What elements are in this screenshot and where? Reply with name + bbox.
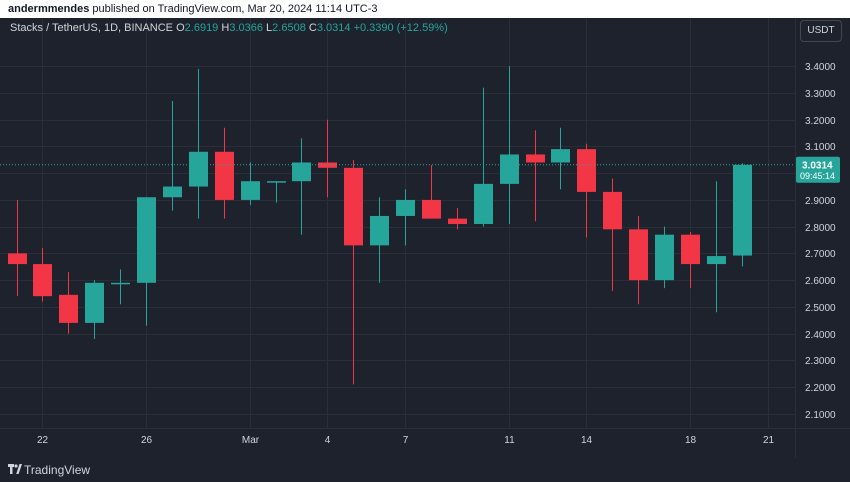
candle[interactable] (655, 226, 674, 289)
candle[interactable] (267, 181, 286, 203)
candle-body (655, 234, 674, 281)
candle[interactable] (292, 138, 311, 235)
candle-body (500, 154, 519, 184)
candle-body (215, 151, 234, 200)
price-tick-label: 3.4000 (805, 62, 836, 73)
plot-area (0, 18, 795, 428)
candle-body (241, 181, 260, 200)
author-name[interactable]: andermmendes (8, 3, 90, 15)
candle[interactable] (629, 215, 648, 305)
price-tick-label: 2.8000 (805, 223, 836, 234)
time-tick-label: Mar (242, 435, 260, 446)
candle[interactable] (551, 127, 570, 190)
candle[interactable] (474, 87, 493, 227)
time-tick-label: 22 (37, 435, 49, 446)
price-tick-label: 2.7000 (805, 249, 836, 260)
footer: TradingView (0, 458, 850, 482)
price-tick-label: 3.3000 (805, 89, 836, 100)
candle[interactable] (189, 68, 208, 219)
candle-body (526, 154, 545, 163)
candle-body (629, 229, 648, 281)
price-tick-label: 2.4000 (805, 330, 836, 341)
time-axis: 22 26 Mar 4 7 11 14 18 21 (37, 435, 775, 446)
publish-header: andermmendes published on TradingView.co… (0, 0, 850, 18)
candle-body (163, 186, 182, 198)
countdown-label: 09:45:14 (800, 171, 835, 181)
last-price-tag (796, 156, 840, 183)
candle[interactable] (344, 159, 363, 385)
candle[interactable] (163, 100, 182, 211)
candle[interactable] (33, 248, 52, 302)
candle-body (448, 218, 467, 224)
candles (8, 66, 752, 385)
candle[interactable] (137, 197, 156, 326)
time-tick-label: 21 (763, 435, 775, 446)
candle[interactable] (370, 197, 389, 283)
candle[interactable] (396, 189, 415, 246)
price-axis: 2.1000 2.2000 2.3000 2.4000 2.5000 2.6000 2.70… (805, 62, 836, 421)
price-tick-label: 2.5000 (805, 303, 836, 314)
candle-body (370, 215, 389, 246)
candle[interactable] (241, 162, 260, 206)
candle[interactable] (577, 143, 596, 238)
last-price-label: 3.0314 (802, 160, 833, 171)
candle-body (85, 282, 104, 323)
candle-body (8, 253, 27, 265)
price-tick-label: 3.1000 (805, 142, 836, 153)
candlestick-chart[interactable]: 2.1000 2.2000 2.3000 2.4000 2.5000 2.6000 2.70… (0, 18, 850, 458)
time-tick-label: 7 (403, 435, 409, 446)
candle[interactable] (85, 280, 104, 339)
candle-body (681, 234, 700, 265)
candle-body (733, 164, 752, 256)
time-tick-label: 14 (581, 435, 593, 446)
candle-body (59, 294, 78, 323)
candle[interactable] (681, 232, 700, 289)
candle-body (267, 181, 286, 183)
time-tick-label: 4 (325, 435, 331, 446)
price-tick-label: 2.1000 (805, 410, 836, 421)
price-tick-label: 2.6000 (805, 276, 836, 287)
price-tick-label: 2.3000 (805, 356, 836, 367)
price-tick-label: 2.2000 (805, 383, 836, 394)
candle-body (344, 167, 363, 246)
candle[interactable] (526, 130, 545, 222)
tradingview-logo-icon[interactable] (8, 464, 22, 474)
price-tick-label: 3.2000 (805, 116, 836, 127)
candle-body (603, 191, 622, 230)
currency-button[interactable]: USDT (800, 20, 842, 42)
candle-body (111, 282, 130, 285)
candle-body (396, 199, 415, 216)
candle-body (137, 197, 156, 283)
candle[interactable] (111, 269, 130, 305)
candle[interactable] (500, 66, 519, 224)
candle[interactable] (707, 181, 726, 313)
candle[interactable] (8, 199, 27, 297)
publish-info: published on TradingView.com, Mar 20, 20… (89, 3, 378, 15)
candle[interactable] (733, 163, 752, 267)
candle[interactable] (59, 272, 78, 334)
candle[interactable] (422, 165, 441, 219)
tradingview-brand[interactable]: TradingView (24, 463, 91, 477)
candle-body (551, 149, 570, 163)
chart-grid (0, 18, 850, 458)
candle[interactable] (448, 207, 467, 230)
time-tick-label: 11 (504, 435, 515, 446)
price-tick-label: 2.9000 (805, 196, 836, 207)
candle-body (33, 264, 52, 297)
time-tick-label: 18 (685, 435, 697, 446)
candle-body (292, 162, 311, 182)
candle[interactable] (215, 127, 234, 219)
candle-body (474, 183, 493, 224)
candle[interactable] (603, 178, 622, 291)
candle-body (707, 256, 726, 265)
time-tick-label: 26 (141, 435, 153, 446)
candle-body (577, 149, 596, 192)
candle-body (189, 151, 208, 187)
candle-body (422, 199, 441, 219)
